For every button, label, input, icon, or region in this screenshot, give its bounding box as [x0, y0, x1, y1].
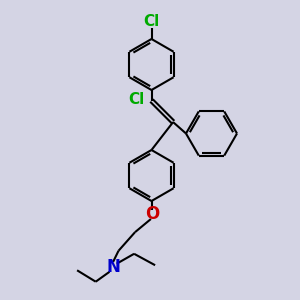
Text: N: N: [106, 258, 120, 276]
Text: Cl: Cl: [128, 92, 144, 106]
Text: O: O: [145, 205, 159, 223]
Text: Cl: Cl: [143, 14, 160, 28]
